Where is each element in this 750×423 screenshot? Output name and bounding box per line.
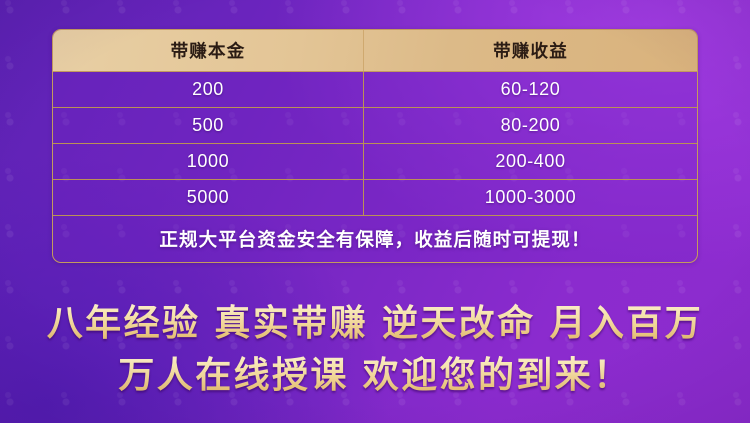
headline-block: 八年经验 真实带赚 逆天改命 月入百万 万人在线授课 欢迎您的到来！: [0, 297, 750, 401]
cell-principal: 1000: [53, 144, 364, 179]
headline-line-2: 万人在线授课 欢迎您的到来！: [0, 349, 750, 401]
headline-segment: 欢迎您的到来！: [362, 354, 632, 395]
table-row: 200 60-120: [53, 72, 697, 108]
cell-profit: 200-400: [495, 151, 566, 171]
table-header-row: 带赚本金 带赚收益: [53, 30, 697, 72]
cell-profit: 1000-3000: [484, 187, 577, 207]
headline-segment: 八年经验: [46, 302, 201, 343]
headline-segment: 月入百万: [549, 302, 704, 343]
headline-segment: 逆天改命: [382, 302, 536, 343]
earnings-rate-table: 带赚本金 带赚收益 200 60-120 500 80-200 1000 200…: [52, 29, 698, 263]
cell-principal: 500: [53, 108, 364, 143]
table-row: 500 80-200: [53, 108, 697, 144]
cell-profit: 80-200: [500, 115, 561, 135]
cell-principal: 200: [53, 72, 364, 107]
headline-line-1: 八年经验 真实带赚 逆天改命 月入百万: [0, 297, 750, 349]
column-header-profit: 带赚收益: [493, 41, 568, 61]
table-row: 1000 200-400: [53, 144, 697, 180]
headline-segment: 真实带赚: [214, 302, 368, 343]
cell-principal: 5000: [53, 180, 364, 215]
headline-segment: 万人在线授课: [118, 354, 349, 395]
column-header-principal: 带赚本金: [53, 30, 364, 71]
cell-profit: 60-120: [500, 79, 561, 99]
table-row: 5000 1000-3000: [53, 180, 697, 216]
table-footer-note: 正规大平台资金安全有保障，收益后随时可提现！: [159, 229, 591, 250]
